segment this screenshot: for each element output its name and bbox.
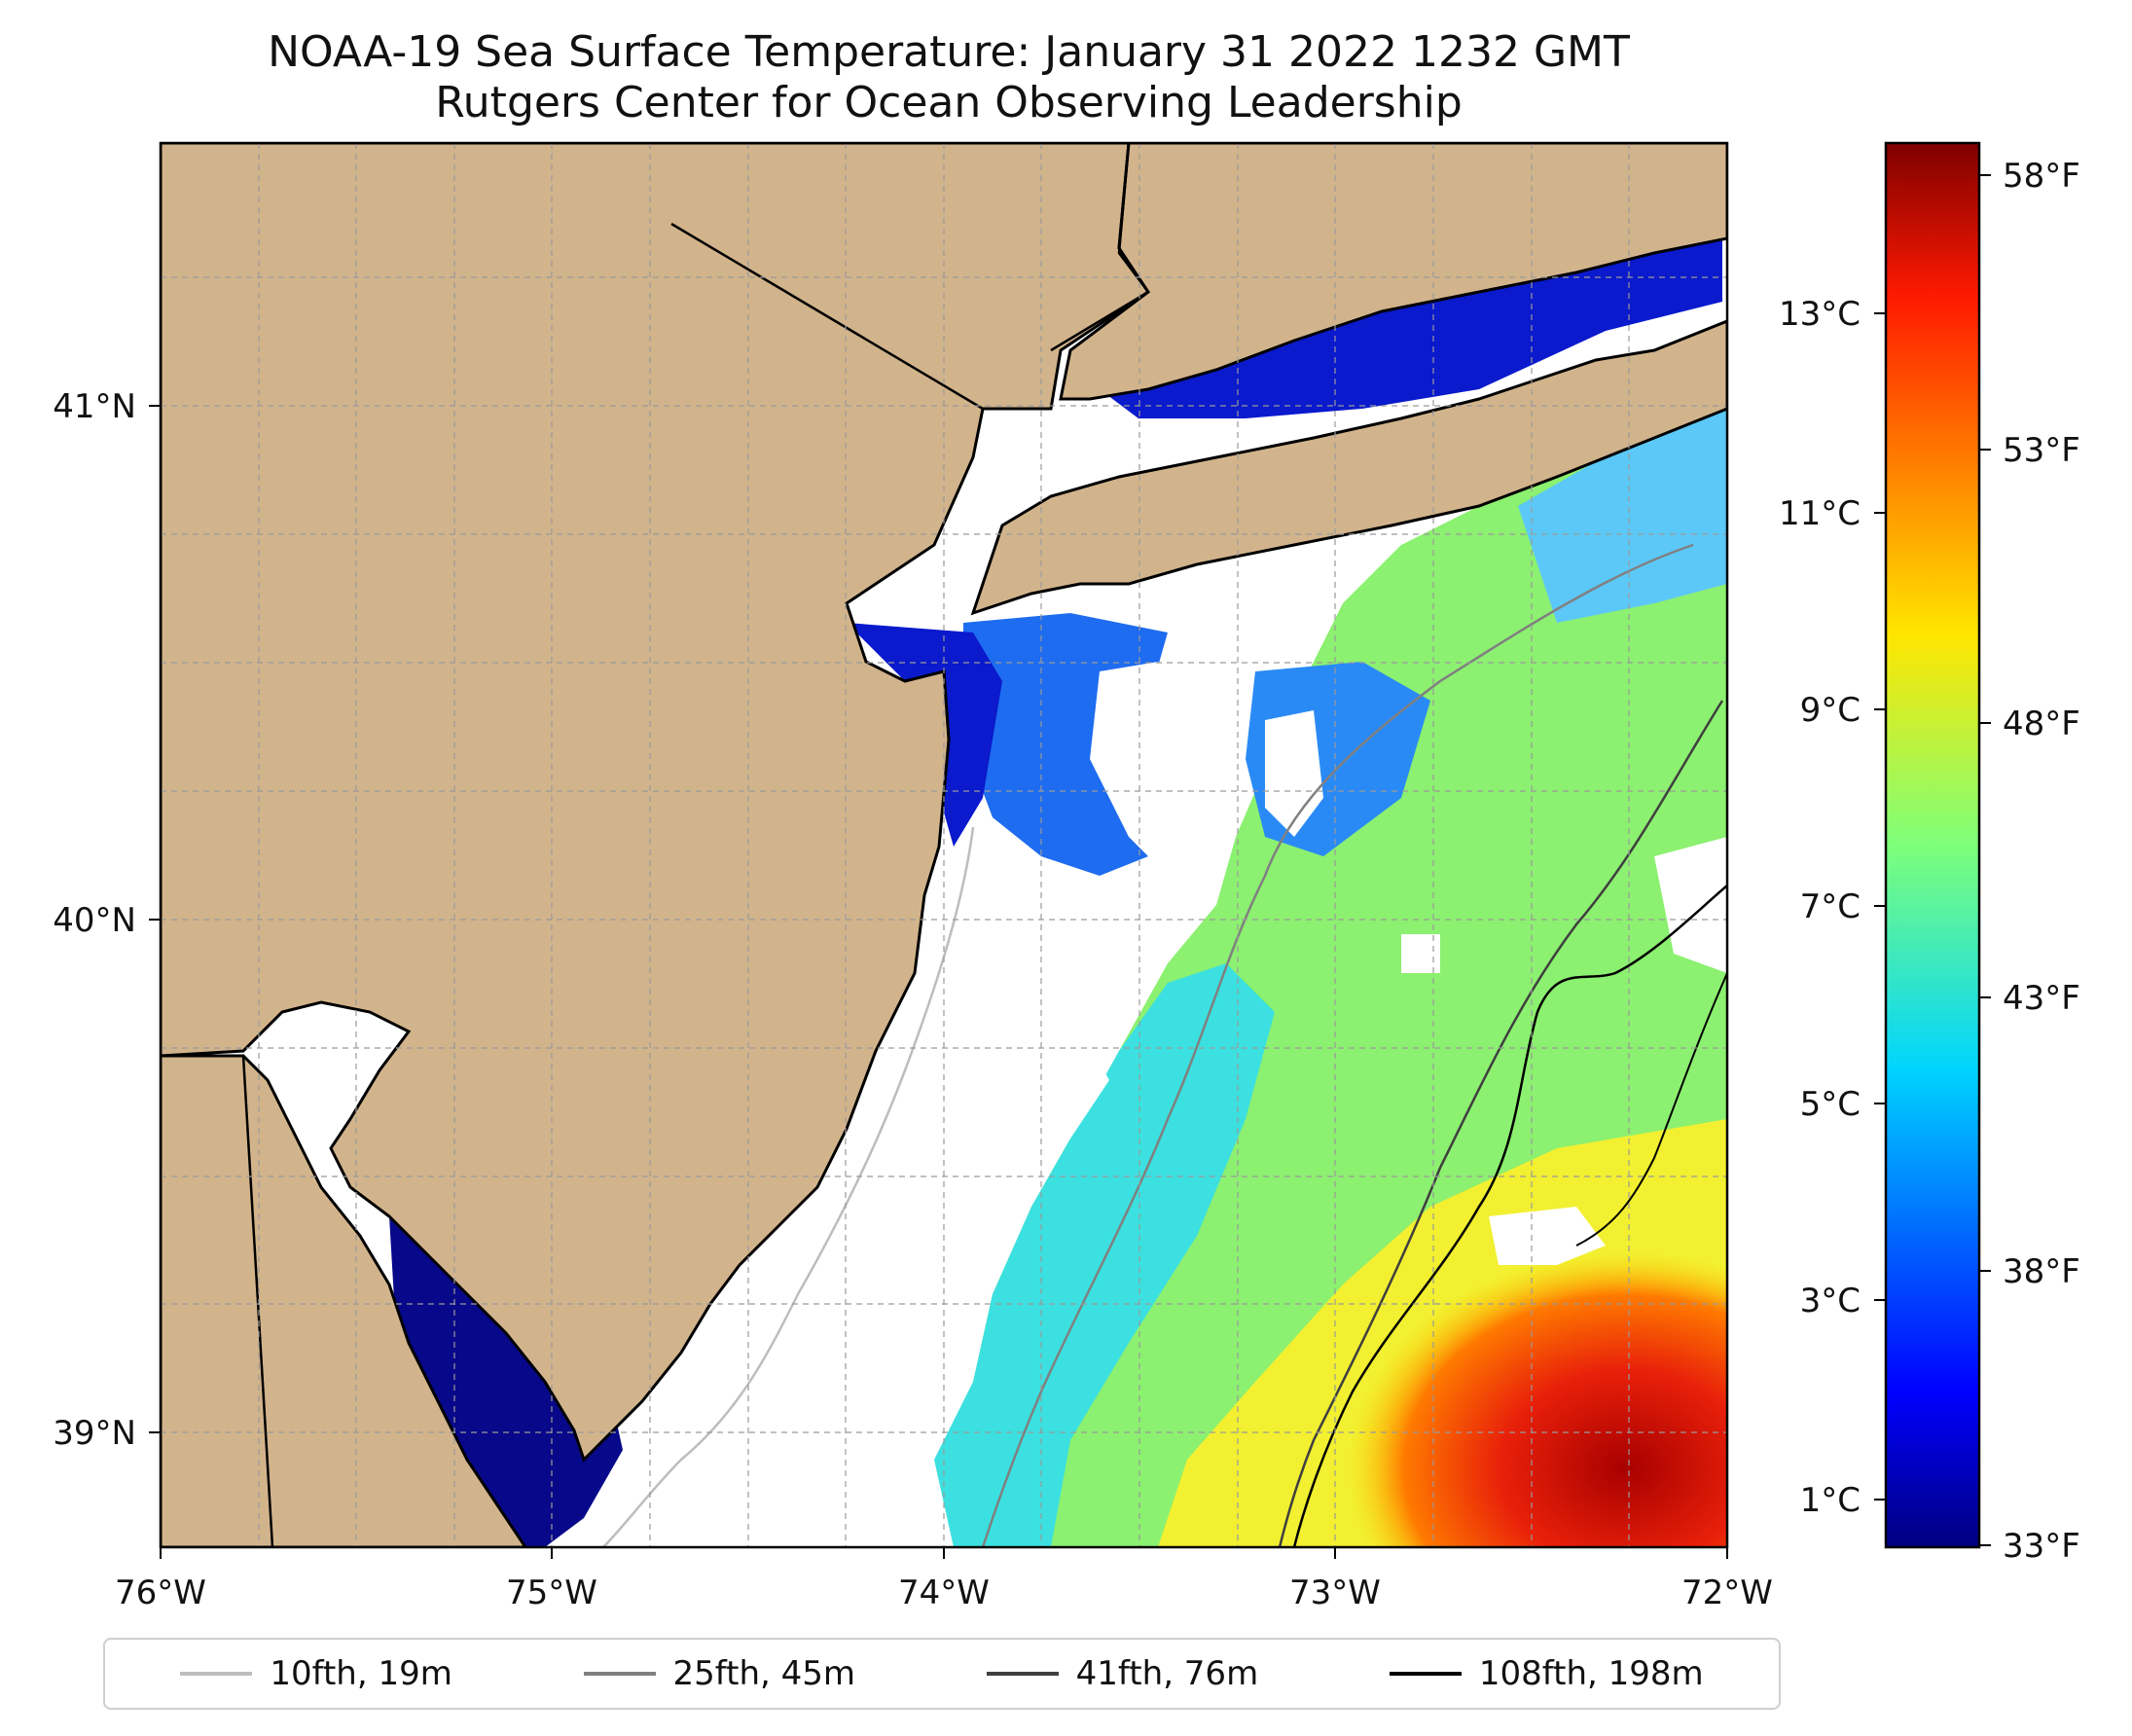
cloud-patch (1090, 662, 1207, 876)
legend-line-swatch (180, 1672, 253, 1676)
colorbar-celsius-label: 7°C (1800, 887, 1861, 926)
colorbar-celsius-label: 13°C (1779, 295, 1861, 334)
legend-label: 41fth, 76m (1075, 1654, 1259, 1693)
contour-108fth (1292, 885, 1727, 1547)
lat-tick-label: 41°N (53, 387, 136, 426)
axis-ticks (149, 405, 1728, 1559)
legend-label: 108fth, 198m (1478, 1654, 1704, 1693)
gridlines (161, 143, 1727, 1547)
legend-item-108fth: 108fth, 198m (1389, 1654, 1704, 1693)
contour-25fth (981, 543, 1694, 1547)
colorbar-celsius-label: 3°C (1800, 1282, 1861, 1320)
map-panel (161, 143, 1727, 1547)
legend-item-25fth: 25fth, 45m (583, 1654, 856, 1693)
cloud-patch (1654, 837, 1727, 973)
colorbar-celsius-label: 5°C (1800, 1085, 1861, 1124)
legend-item-41fth: 41fth, 76m (986, 1654, 1259, 1693)
colorbar (1884, 141, 1981, 1549)
cloud-patch (817, 856, 1109, 1547)
legend-label: 25fth, 45m (672, 1654, 856, 1693)
legend-item-10fth: 10fth, 19m (180, 1654, 452, 1693)
lon-tick-label: 72°W (1681, 1573, 1773, 1612)
sst-field-lightblue (1518, 409, 1727, 623)
colorbar-fahrenheit-label: 38°F (2003, 1252, 2080, 1291)
lon-tick-label: 73°W (1289, 1573, 1381, 1612)
colorbar-fahrenheit-label: 33°F (2003, 1527, 2080, 1566)
state-boundary (161, 1054, 274, 1547)
contour-41fth (1278, 700, 1724, 1547)
legend-line-swatch (986, 1672, 1059, 1676)
cloud-patch (1489, 1207, 1606, 1265)
colorbar-celsius-label: 11°C (1779, 494, 1861, 533)
cloud-patch (1401, 934, 1440, 973)
colorbar-fahrenheit-label: 58°F (2003, 157, 2080, 196)
legend-line-swatch (583, 1672, 656, 1676)
map-title: NOAA-19 Sea Surface Temperature: January… (268, 27, 1630, 77)
colorbar-fahrenheit-label: 48°F (2003, 705, 2080, 743)
connecticut-land (1059, 143, 1727, 401)
state-boundary (1050, 143, 1150, 352)
colorbar-celsius-label: 9°C (1800, 691, 1861, 730)
state-boundary (670, 222, 984, 411)
long-island-land (970, 319, 1727, 616)
cloud-patch (1265, 710, 1323, 837)
lat-tick-label: 39°N (53, 1414, 136, 1453)
new-jersey-land (161, 143, 1151, 1463)
colorbar-fahrenheit-label: 43°F (2003, 979, 2080, 1018)
lon-tick-label: 74°W (898, 1573, 990, 1612)
legend-line-swatch (1389, 1672, 1462, 1676)
contour-108fth (1575, 972, 1727, 1247)
colorbar-celsius-label: 1°C (1800, 1481, 1861, 1520)
sst-field-warm (1265, 1187, 1727, 1547)
contour-legend: 10fth, 19m 25fth, 45m 41fth, 76m 108fth,… (103, 1638, 1781, 1710)
legend-label: 10fth, 19m (270, 1654, 452, 1693)
contour-10fth (602, 826, 975, 1547)
lon-tick-label: 75°W (506, 1573, 597, 1612)
lat-tick-label: 40°N (53, 901, 136, 940)
map-subtitle: Rutgers Center for Ocean Observing Leade… (435, 78, 1463, 127)
sst-field-cyan (934, 963, 1275, 1547)
colorbar-ticks (1874, 174, 1991, 1546)
colorbar-fahrenheit-label: 53°F (2003, 431, 2080, 470)
lon-tick-label: 76°W (115, 1573, 206, 1612)
